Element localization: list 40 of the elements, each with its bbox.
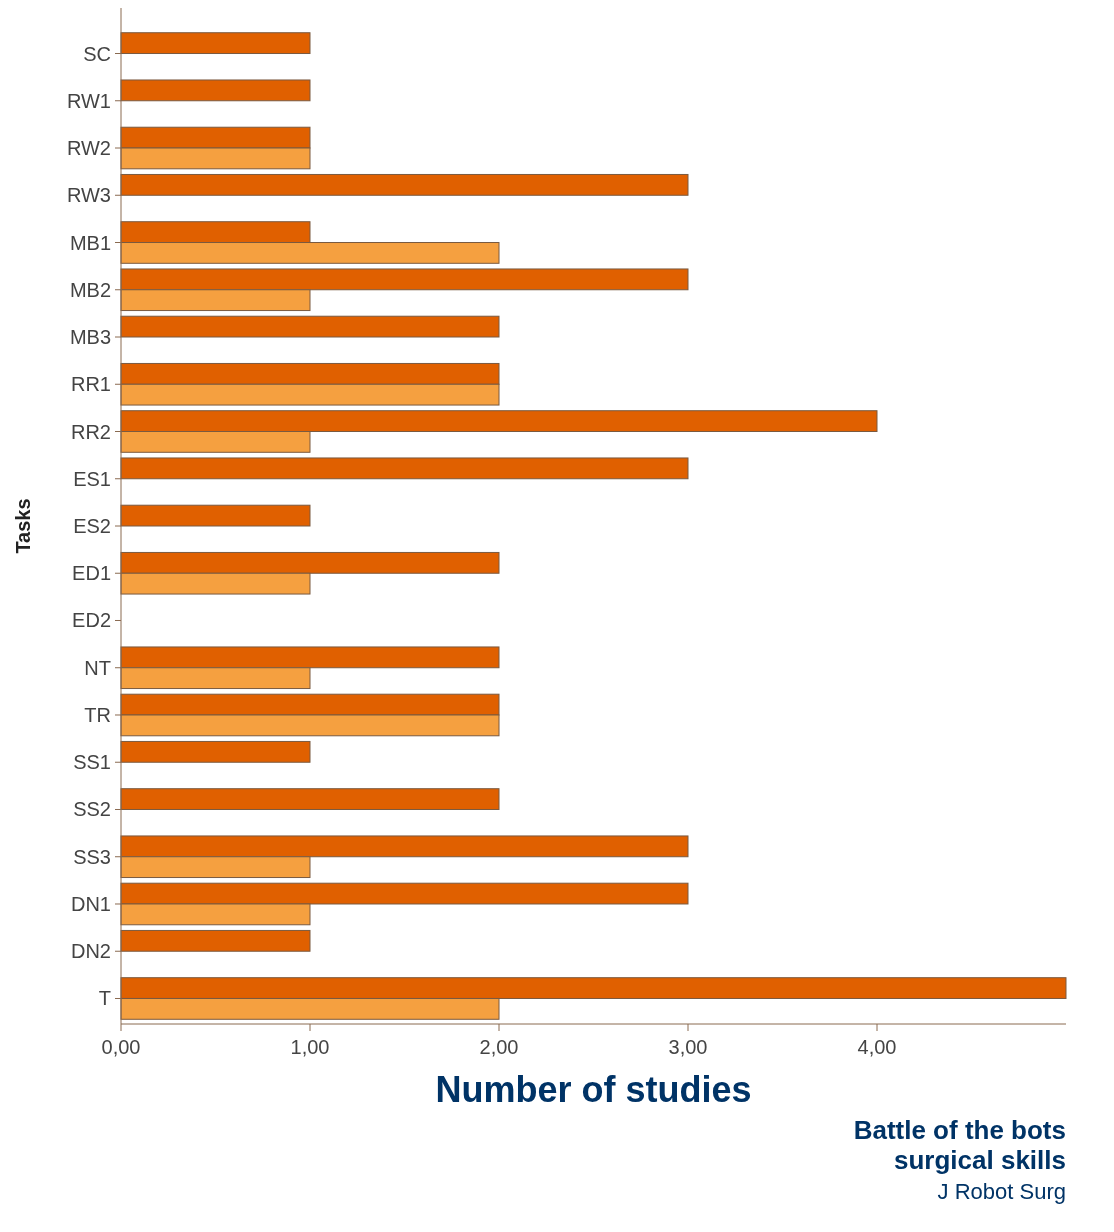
y-tick-label: NT — [84, 656, 111, 679]
y-tick-label: SS3 — [73, 845, 111, 868]
y-tick-label: SS1 — [73, 751, 111, 774]
y-tick-label: T — [98, 987, 111, 1010]
bar — [120, 457, 689, 480]
bar — [120, 929, 311, 952]
bar — [120, 173, 689, 196]
x-tick-label: 3,00 — [668, 1036, 708, 1058]
text: surgical skills — [894, 1145, 1066, 1175]
y-tick-label: ES2 — [73, 515, 111, 537]
y-tick-label: MB1 — [69, 231, 111, 254]
y-tick-label: ES1 — [73, 467, 111, 490]
y-tick-label: MB2 — [69, 278, 111, 301]
y-tick-label: DN2 — [70, 940, 111, 963]
text: Battle of the bots — [853, 1115, 1066, 1145]
y-tick-label: RR1 — [70, 373, 111, 396]
y-tick-label: ED2 — [72, 609, 111, 632]
y-tick-label: RR2 — [70, 420, 111, 443]
x-tick-label: 0,00 — [101, 1036, 141, 1058]
bar — [120, 504, 311, 527]
y-tick-label: RW3 — [66, 184, 111, 207]
y-tick-label: ED1 — [72, 562, 111, 585]
y-tick-label: DN1 — [70, 892, 111, 915]
x-axis-title: Number of studies — [435, 1069, 752, 1110]
bar — [120, 315, 500, 338]
y-tick-label: MB3 — [69, 326, 111, 349]
bar — [120, 788, 500, 810]
y-tick-label: RW1 — [66, 89, 111, 112]
bar — [120, 32, 311, 55]
y-tick-label: SS2 — [73, 798, 111, 821]
x-tick-label: 2,00 — [479, 1036, 519, 1058]
y-tick-label: TR — [84, 703, 111, 726]
x-tick-label: 1,00 — [290, 1036, 330, 1058]
x-tick-label: 4,00 — [857, 1036, 897, 1058]
y-axis-title: Tasks — [12, 498, 34, 554]
bar — [120, 740, 311, 763]
y-tick-label: RW2 — [66, 137, 111, 160]
text: J Robot Surg — [937, 1179, 1066, 1204]
bar — [120, 79, 311, 102]
y-tick-label: SC — [83, 42, 111, 65]
